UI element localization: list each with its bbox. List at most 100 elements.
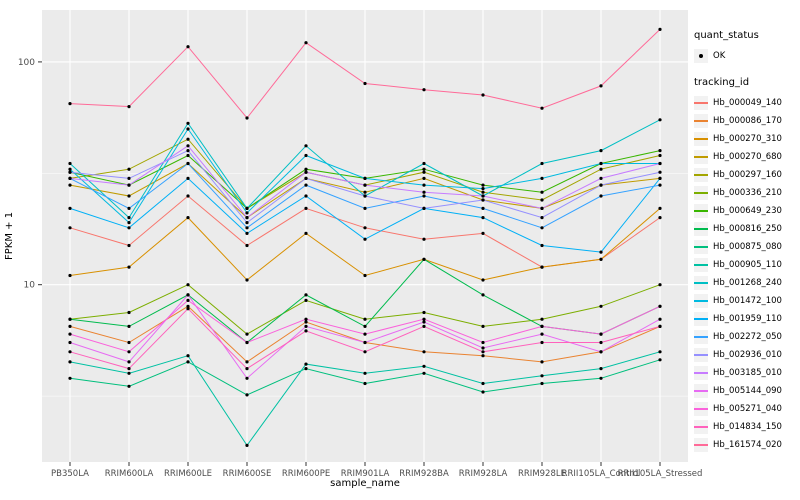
line-key-icon	[694, 402, 708, 416]
legend-item-tracking-id: Hb_014834_150	[694, 418, 800, 436]
data-point	[599, 84, 603, 88]
data-point	[363, 317, 367, 321]
data-point	[658, 153, 662, 158]
legend-item-tracking-id: Hb_000875_080	[694, 238, 800, 256]
data-point	[599, 332, 603, 336]
data-point	[245, 243, 249, 248]
data-point	[599, 376, 603, 380]
data-point	[422, 206, 426, 210]
data-point	[540, 161, 544, 166]
data-point	[658, 304, 662, 308]
x-tick-label: RRIM901LA	[341, 469, 390, 479]
legend-item-tracking-id: Hb_000270_310	[694, 130, 800, 148]
data-point	[304, 144, 308, 148]
data-point	[186, 121, 190, 125]
data-point	[186, 45, 190, 49]
data-point	[127, 371, 131, 375]
line-key-icon	[694, 114, 708, 128]
data-point	[186, 293, 190, 297]
data-point	[186, 194, 190, 198]
data-point	[68, 317, 72, 321]
x-tick-label: RRII105LA_Control	[562, 469, 641, 479]
legend-item-label: Hb_000875_080	[713, 242, 782, 252]
data-point	[68, 376, 72, 380]
data-point	[245, 216, 249, 220]
data-point	[186, 176, 190, 180]
data-point	[540, 381, 544, 386]
data-point	[422, 364, 426, 368]
legend-gap	[694, 65, 800, 77]
data-point	[245, 226, 249, 230]
data-point	[68, 226, 72, 230]
point-key-icon	[694, 49, 708, 63]
data-point	[127, 105, 131, 109]
data-point	[481, 206, 485, 210]
data-point	[481, 390, 485, 394]
line-key-icon	[694, 96, 708, 110]
data-point	[127, 367, 131, 371]
data-point	[658, 118, 662, 122]
line-key-icon	[694, 438, 708, 452]
data-point	[363, 381, 367, 386]
data-point	[245, 278, 249, 282]
data-point	[363, 176, 367, 180]
data-point	[481, 190, 485, 194]
x-axis-title: sample_name	[330, 478, 400, 489]
legend-item-label: Hb_000270_310	[713, 134, 782, 144]
data-point	[68, 161, 72, 166]
data-point	[68, 332, 72, 336]
data-point	[127, 167, 131, 171]
data-point	[304, 324, 308, 328]
data-point	[68, 176, 72, 180]
data-point	[363, 194, 367, 198]
data-point	[481, 216, 485, 220]
x-tick-label: RRIM928LE	[518, 469, 566, 479]
data-point	[481, 324, 485, 328]
x-tick-label: RRIM928BA	[399, 469, 449, 479]
data-point	[422, 310, 426, 315]
data-point	[127, 226, 131, 230]
data-point	[304, 362, 308, 366]
data-point	[599, 176, 603, 180]
line-key-icon	[694, 366, 708, 380]
data-point	[68, 350, 72, 354]
legend-item-label: Hb_000297_160	[713, 170, 782, 180]
legend-item-tracking-id: Hb_000270_680	[694, 148, 800, 166]
x-tick-label: RRIM928LA	[459, 469, 508, 479]
data-point	[186, 137, 190, 141]
legend-item-label: Hb_000649_230	[713, 206, 782, 216]
legend-item-tracking-id: Hb_005271_040	[694, 400, 800, 418]
data-point	[658, 324, 662, 328]
data-point	[245, 443, 249, 447]
data-point	[658, 170, 662, 174]
line-key-icon	[694, 312, 708, 326]
data-point	[422, 371, 426, 375]
data-point	[481, 93, 485, 97]
line-key-icon	[694, 240, 708, 254]
data-point	[186, 153, 190, 158]
data-point	[304, 317, 308, 321]
data-point	[422, 324, 426, 328]
data-point	[186, 161, 190, 166]
legend-item-tracking-id: Hb_000816_250	[694, 220, 800, 238]
data-point	[481, 346, 485, 350]
data-point	[540, 206, 544, 210]
data-point	[304, 167, 308, 171]
data-point	[68, 340, 72, 345]
data-point	[304, 320, 308, 324]
data-point	[245, 211, 249, 215]
data-point	[422, 194, 426, 198]
legend-item-label: Hb_161574_020	[713, 440, 782, 450]
data-point	[304, 183, 308, 187]
data-point	[68, 360, 72, 364]
data-point	[658, 149, 662, 153]
data-point	[68, 324, 72, 328]
legend-item-label: Hb_000049_140	[713, 98, 782, 108]
data-point	[186, 283, 190, 287]
data-point	[186, 127, 190, 131]
data-point	[304, 298, 308, 302]
data-point	[304, 329, 308, 333]
data-point	[127, 384, 131, 388]
data-point	[599, 149, 603, 153]
